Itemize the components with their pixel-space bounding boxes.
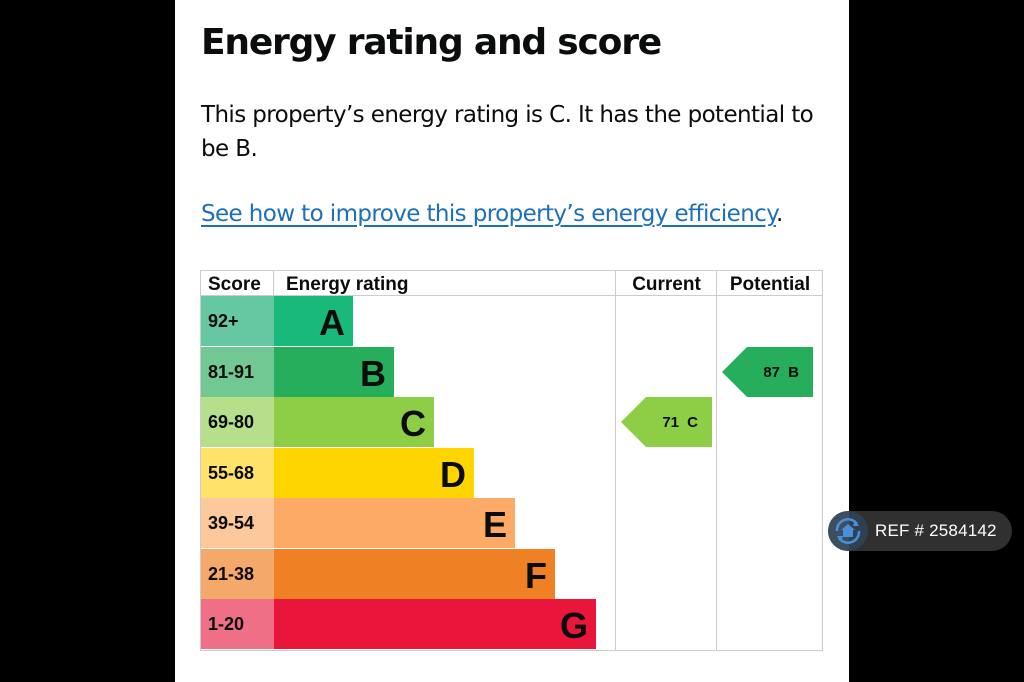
score-range: 69-80 <box>201 397 274 447</box>
reference-badge: REF # 2584142 <box>828 511 1012 551</box>
score-range: 81-91 <box>201 346 274 397</box>
divider <box>273 271 274 296</box>
potential-rating-label: 87 B <box>763 364 799 381</box>
rating-bar: E <box>274 498 515 548</box>
rating-letter: D <box>440 453 466 495</box>
rating-letter: A <box>319 302 345 343</box>
score-range: 55-68 <box>201 447 274 498</box>
rating-bar: D <box>274 447 474 498</box>
rating-letter: B <box>360 352 386 394</box>
potential-rating-arrow: 87 B <box>722 347 813 397</box>
rating-bar: B <box>274 346 394 397</box>
header-current: Current <box>616 271 717 296</box>
rating-letter: F <box>525 554 547 596</box>
header-energy-rating: Energy rating <box>274 271 616 296</box>
energy-rating-chart: Score Energy rating Current Potential 92… <box>200 270 823 651</box>
arrow-shape <box>621 397 712 447</box>
home-refresh-icon <box>828 511 868 551</box>
reference-number: REF # 2584142 <box>875 521 997 540</box>
rating-bar: C <box>274 397 434 447</box>
score-range: 92+ <box>201 296 274 346</box>
score-range: 1-20 <box>201 599 274 649</box>
header-score: Score <box>201 271 274 296</box>
rating-letter: G <box>559 605 588 646</box>
rating-description: This property’s energy rating is C. It h… <box>201 102 814 162</box>
header-potential: Potential <box>717 271 823 296</box>
rating-bar: G <box>274 599 596 649</box>
rating-letter: C <box>400 403 426 444</box>
improve-link-line: See how to improve this property’s energ… <box>201 201 783 227</box>
current-rating-label: 71 C <box>662 414 698 431</box>
divider <box>716 271 717 650</box>
rating-bar: F <box>274 548 555 599</box>
score-range: 39-54 <box>201 498 274 548</box>
divider <box>615 271 616 650</box>
improve-efficiency-link[interactable]: See how to improve this property’s energ… <box>201 201 777 227</box>
page-title: Energy rating and score <box>201 22 662 63</box>
score-range: 21-38 <box>201 548 274 599</box>
rating-letter: E <box>482 504 507 545</box>
arrow-shape <box>722 347 813 397</box>
epc-page: Energy rating and score This property’s … <box>175 0 849 682</box>
rating-bar: A <box>274 296 353 346</box>
current-rating-arrow: 71 C <box>621 397 712 447</box>
link-suffix: . <box>775 201 783 227</box>
